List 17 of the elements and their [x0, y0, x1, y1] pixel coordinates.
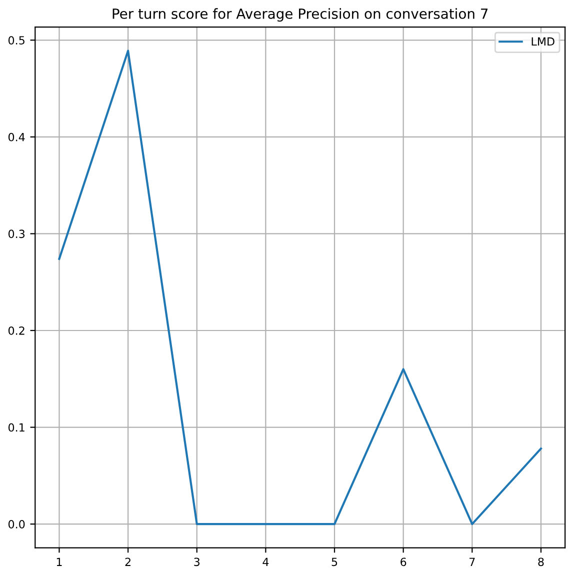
x-tick-label: 4 — [262, 558, 269, 566]
x-tick-label: 2 — [125, 558, 130, 566]
x-tick-label: 1 — [56, 558, 62, 566]
y-tick-label: 0.5 — [8, 36, 24, 45]
chart-title: Per turn score for Average Precision on conversation 7 — [112, 8, 488, 22]
legend-label: LMD — [532, 37, 554, 46]
x-tick-label: 5 — [332, 558, 338, 566]
y-tick-label: 0.0 — [8, 520, 25, 528]
x-tick-label: 8 — [538, 558, 544, 566]
y-tick-label: 0.3 — [8, 230, 25, 238]
x-tick-label: 7 — [470, 558, 475, 566]
x-tick-label: 3 — [194, 558, 200, 566]
line-series — [58, 50, 542, 526]
y-tick-label: 0.2 — [8, 326, 24, 335]
y-tick-label: 0.4 — [8, 132, 25, 142]
x-tick-label: 6 — [400, 558, 406, 566]
y-tick-label: 0.1 — [8, 423, 24, 432]
